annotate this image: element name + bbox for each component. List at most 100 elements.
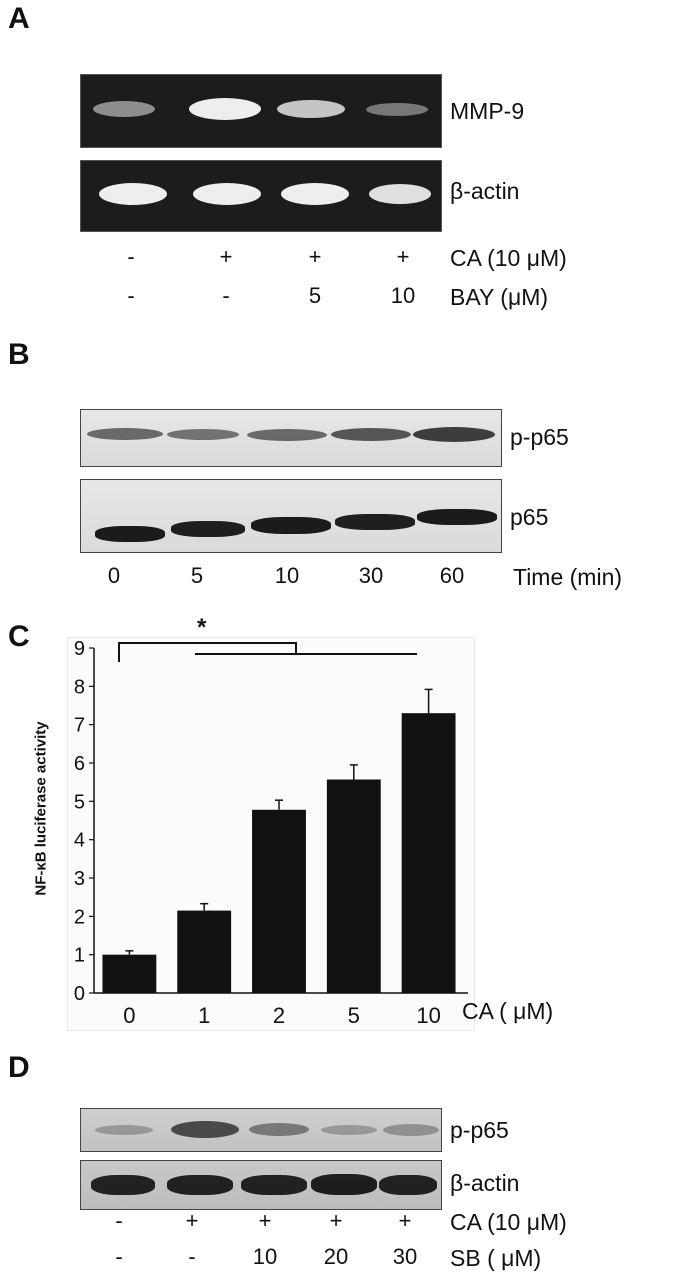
y-tick-label: 4 [74,830,85,852]
a-ca-3: + [308,244,322,269]
x-tick-label: 1 [198,1003,210,1028]
d-ca-label: CA (10 μM) [450,1209,567,1235]
pp65-label-d: p-p65 [450,1117,509,1143]
bar [401,713,456,993]
sig-bracket-right [295,642,297,654]
x-tick-label: 5 [348,1003,360,1028]
mmp9-band-1 [93,101,155,117]
pp65-b-band-4 [331,428,411,441]
y-tick-label: 3 [74,868,85,890]
pp65-d-band-4 [321,1125,377,1135]
mmp9-label: MMP-9 [450,98,525,124]
actin-blot-d [80,1160,442,1210]
panel-c-letter: C [8,620,30,653]
panel-d-letter: D [8,1051,30,1084]
actin-a-band-4 [369,184,431,204]
d-sb-1: - [115,1244,123,1269]
p65-b-band-3 [251,517,331,534]
b-time-3: 10 [274,563,300,588]
a-ca-2: + [219,244,233,269]
d-ca-3: + [258,1208,272,1233]
panel-b-letter: B [8,338,30,371]
actin-d-band-2 [167,1175,233,1195]
a-bay-4: 10 [390,283,416,308]
d-ca-5: + [398,1208,412,1233]
actin-a-band-1 [99,183,167,205]
y-tick-label: 7 [74,715,85,737]
chart-y-axis-label: NF-κB luciferase activity [32,721,50,896]
pp65-blot-b [80,409,502,467]
pp65-d-band-1 [95,1125,153,1135]
a-ca-label: CA (10 μM) [450,245,567,271]
mmp9-band-4 [366,103,428,116]
pp65-blot-d [80,1108,442,1152]
x-tick-label: 0 [123,1003,135,1028]
actin-d-band-4 [311,1174,377,1195]
pp65-b-band-2 [167,429,239,440]
x-tick-label: 10 [416,1003,440,1028]
bar [177,910,232,993]
actin-d-band-3 [241,1175,307,1195]
sig-asterisk: * [197,614,207,641]
y-tick-label: 1 [74,945,85,967]
d-sb-4: 20 [323,1244,349,1269]
chart-x-axis-label: CA ( μM) [462,998,554,1024]
actin-d-band-5 [379,1175,437,1195]
bar [252,809,306,993]
actin-a-band-3 [281,183,349,205]
sig-bracket-top [118,642,297,644]
b-time-2: 5 [190,563,204,588]
p65-blot-b [80,479,502,553]
mmp9-gel [80,74,442,148]
d-sb-3: 10 [252,1244,278,1269]
pp65-b-band-3 [247,429,327,441]
d-sb-label: SB ( μM) [450,1245,542,1271]
d-sb-5: 30 [392,1244,418,1269]
pp65-b-band-1 [87,428,163,440]
a-bay-label: BAY (μM) [450,284,549,310]
actin-label-a: β-actin [450,178,520,204]
chart-svg: 0 1 2 3 4 5 6 7 8 9 0 1 2 5 10 [74,638,468,1028]
x-tick-label: 2 [273,1003,285,1028]
d-ca-2: + [185,1208,199,1233]
a-bay-3: 5 [308,283,322,308]
luciferase-chart: 0 1 2 3 4 5 6 7 8 9 0 1 2 5 10 [67,637,475,1031]
p65-b-band-5 [417,509,497,525]
bar [102,954,157,993]
y-tick-label: 2 [74,906,85,928]
sig-bracket-left [118,642,120,662]
pp65-b-band-5 [413,427,495,442]
y-tick-label: 9 [74,638,85,660]
pp65-d-band-5 [383,1124,439,1136]
d-ca-1: - [115,1208,123,1233]
b-time-1: 0 [107,563,121,588]
mmp9-band-3 [277,100,345,118]
pp65-label-b: p-p65 [510,424,569,450]
actin-d-band-1 [91,1175,155,1195]
p65-b-band-2 [171,521,245,537]
y-tick-label: 0 [74,983,85,1005]
d-sb-2: - [188,1244,196,1269]
p65-b-band-4 [335,514,415,530]
y-tick-label: 8 [74,676,85,698]
a-ca-1: - [127,244,135,269]
mmp9-band-2 [189,98,261,120]
b-time-5: 60 [439,563,465,588]
pp65-d-band-3 [249,1123,309,1136]
pp65-d-band-2 [171,1121,239,1138]
y-tick-label: 6 [74,753,85,775]
a-ca-4: + [396,244,410,269]
actin-gel-a [80,160,442,232]
actin-label-d: β-actin [450,1170,520,1196]
panel-a-letter: A [8,2,30,35]
actin-a-band-2 [193,183,261,205]
p65-b-band-1 [95,526,165,542]
a-bay-2: - [222,283,230,308]
b-time-4: 30 [358,563,384,588]
d-ca-4: + [329,1208,343,1233]
bar [326,779,381,993]
p65-label-b: p65 [510,504,549,530]
y-tick-label: 5 [74,791,85,813]
a-bay-1: - [127,283,135,308]
b-time-label: Time (min) [513,564,623,590]
